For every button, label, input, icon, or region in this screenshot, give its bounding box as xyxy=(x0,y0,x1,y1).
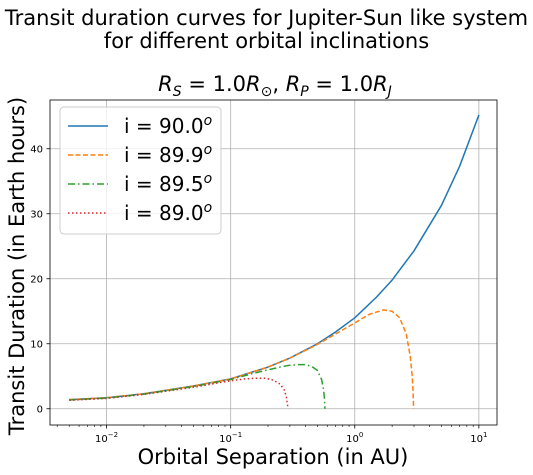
figure-title-line-2: for different orbital inclinations xyxy=(103,29,430,53)
axes-title: RS = 1.0R⊙, RP = 1.0RJ xyxy=(158,72,392,100)
x-tick-label: 100 xyxy=(346,431,363,445)
legend-label-3: i = 89.5o xyxy=(124,171,212,196)
series-line-2 xyxy=(69,309,415,409)
y-tick-label: 40 xyxy=(30,144,43,155)
series-lines xyxy=(69,114,480,409)
legend-label-2: i = 89.9o xyxy=(124,142,212,167)
y-tick-label: 0 xyxy=(37,404,43,415)
x-axis-label: Orbital Separation (in AU) xyxy=(138,445,409,469)
x-tick-label: 10−1 xyxy=(219,431,242,445)
y-tick-label: 30 xyxy=(30,209,43,220)
y-axis-label: Transit Duration (in Earth hours) xyxy=(5,97,29,436)
legend: i = 90.0o i = 89.9o i = 89.5o i = 89.0o xyxy=(59,106,222,235)
series-line-4 xyxy=(69,377,289,409)
y-tick-label: 20 xyxy=(30,274,43,285)
legend-box xyxy=(59,106,222,235)
figure-title-line-1: Transit duration curves for Jupiter-Sun … xyxy=(4,6,529,30)
legend-label-4: i = 89.0o xyxy=(124,200,212,225)
x-tick-label: 101 xyxy=(470,431,487,445)
y-tick-label: 10 xyxy=(30,339,43,350)
legend-label-1: i = 90.0o xyxy=(124,113,212,138)
plot-area-frame xyxy=(49,99,498,426)
x-tick-label: 10−2 xyxy=(95,431,118,445)
